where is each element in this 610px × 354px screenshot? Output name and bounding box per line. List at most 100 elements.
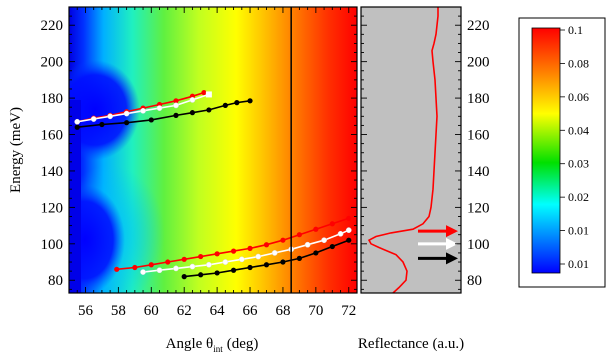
ry-tick-label: 180 bbox=[467, 91, 490, 107]
dispersion-heatmap-panel: 56 58 60 62 64 66 68 70 72 80 100 120 140 160 180 200 2… bbox=[8, 6, 358, 354]
black-series-point bbox=[313, 250, 319, 256]
black-series-point bbox=[230, 267, 237, 273]
black-series-point bbox=[198, 272, 204, 278]
white-series-point bbox=[205, 91, 212, 98]
y-tick-label: 200 bbox=[41, 55, 64, 71]
red-series-point bbox=[173, 98, 179, 104]
black-series-point bbox=[189, 110, 196, 116]
white-series-point bbox=[107, 113, 113, 120]
colorbar bbox=[531, 27, 561, 274]
x-tick-label: 72 bbox=[341, 303, 356, 319]
ry-tick-label: 140 bbox=[467, 164, 490, 180]
ry-tick-label: 220 bbox=[467, 18, 490, 34]
red-series-point bbox=[329, 221, 335, 227]
white-series-point bbox=[189, 263, 196, 270]
colorbar-label: 0.1 bbox=[568, 23, 583, 37]
y-tick-label: 220 bbox=[41, 18, 64, 34]
red-series-point bbox=[263, 242, 270, 248]
black-series-point bbox=[234, 100, 240, 106]
x-axis-ticks: 56 58 60 62 64 66 68 70 72 bbox=[68, 7, 358, 319]
red-series-point bbox=[230, 248, 237, 254]
black-series-point bbox=[263, 262, 270, 268]
red-series-point bbox=[181, 256, 187, 262]
arrow-head bbox=[446, 252, 458, 265]
white-series-point bbox=[238, 256, 245, 263]
black-series-point bbox=[280, 259, 286, 265]
white-series-point bbox=[321, 237, 327, 244]
black-series-point bbox=[214, 270, 220, 276]
white-series-point bbox=[271, 250, 278, 256]
y-tick-label: 100 bbox=[41, 237, 64, 253]
black-series-point bbox=[247, 264, 253, 271]
x-tick-label: 66 bbox=[243, 303, 259, 319]
black-series-point bbox=[247, 98, 253, 104]
y-tick-label: 140 bbox=[41, 164, 64, 180]
red-series-point bbox=[114, 266, 120, 272]
white-series-point bbox=[222, 259, 229, 265]
colorbar-legend: 0.1 0.08 0.06 0.04 0.03 0.02 0.01 0.01 bbox=[518, 17, 606, 288]
white-series-point bbox=[206, 261, 212, 268]
white-series-point bbox=[90, 116, 97, 122]
colorbar-label: 0.04 bbox=[568, 123, 589, 137]
black-series-point bbox=[74, 124, 80, 130]
white-series-point bbox=[74, 118, 81, 125]
red-series-point bbox=[148, 262, 154, 268]
red-series-point bbox=[280, 237, 286, 243]
heatmap-blue-region-upper bbox=[69, 60, 140, 160]
y-tick-label: 120 bbox=[41, 200, 64, 216]
x-axis-label-main: Angle θ bbox=[166, 336, 214, 352]
white-series-point bbox=[140, 107, 146, 114]
ry-tick-label: 100 bbox=[467, 237, 490, 253]
white-series-point bbox=[173, 265, 179, 272]
x-tick-label: 64 bbox=[210, 303, 226, 319]
white-series-point bbox=[156, 105, 163, 111]
colorbar-label: 0.01 bbox=[568, 224, 589, 238]
reflectance-y-axis-ticks: 80 100 120 140 160 180 200 220 bbox=[361, 6, 490, 290]
red-series-point bbox=[296, 232, 302, 238]
heatmap-blue-edge bbox=[69, 100, 81, 293]
red-series-point bbox=[165, 259, 171, 265]
x-tick-label: 68 bbox=[275, 303, 290, 319]
white-series-point bbox=[173, 102, 179, 109]
reflectance-axis-label: Reflectance (a.u.) bbox=[358, 336, 464, 352]
black-series-line-5 bbox=[77, 100, 251, 128]
reflectance-panel: 80 100 120 140 160 180 200 220 Reflectance (a.u… bbox=[358, 6, 490, 352]
x-tick-label: 56 bbox=[78, 303, 94, 319]
red-series-point bbox=[313, 226, 319, 232]
y-axis-label: Energy (meV) bbox=[8, 107, 24, 193]
colorbar-label: 0.06 bbox=[568, 90, 589, 104]
mode-arrows bbox=[418, 225, 458, 265]
x-tick-label: 58 bbox=[111, 303, 126, 319]
black-series-point bbox=[148, 117, 154, 123]
white-series-point bbox=[345, 227, 352, 234]
white-series-point bbox=[140, 269, 146, 275]
black-series-point bbox=[124, 120, 130, 126]
main-plot-frame bbox=[68, 6, 358, 294]
y-tick-label: 180 bbox=[41, 91, 64, 107]
white-series-point bbox=[123, 110, 130, 117]
x-tick-label: 62 bbox=[177, 303, 192, 319]
colorbar-label: 0.03 bbox=[568, 157, 589, 171]
black-series-point bbox=[222, 102, 228, 108]
red-series-point bbox=[214, 251, 220, 257]
x-axis-label-subscript: int bbox=[213, 344, 223, 354]
colorbar-label: 0.08 bbox=[568, 56, 589, 70]
black-series-point bbox=[206, 107, 212, 113]
black-series-point bbox=[99, 121, 105, 128]
x-tick-label: 70 bbox=[308, 303, 323, 319]
black-series-point bbox=[181, 274, 187, 280]
red-series-point bbox=[201, 90, 207, 96]
x-tick-label: 60 bbox=[144, 303, 159, 319]
red-series-point bbox=[247, 245, 253, 251]
y-tick-label: 160 bbox=[41, 128, 64, 144]
series-layer bbox=[74, 90, 352, 280]
black-series-point bbox=[173, 112, 179, 118]
ry-tick-label: 200 bbox=[467, 55, 490, 71]
y-tick-label: 80 bbox=[48, 273, 63, 289]
ry-tick-label: 80 bbox=[467, 273, 482, 289]
reflectance-background bbox=[361, 7, 461, 293]
colorbar-label: 0.02 bbox=[568, 190, 589, 204]
x-axis-label: Angle θint (deg) bbox=[166, 336, 259, 354]
colorbar-labels: 0.1 0.08 0.06 0.04 0.03 0.02 0.01 0.01 bbox=[560, 23, 589, 271]
white-series-point bbox=[304, 241, 311, 248]
